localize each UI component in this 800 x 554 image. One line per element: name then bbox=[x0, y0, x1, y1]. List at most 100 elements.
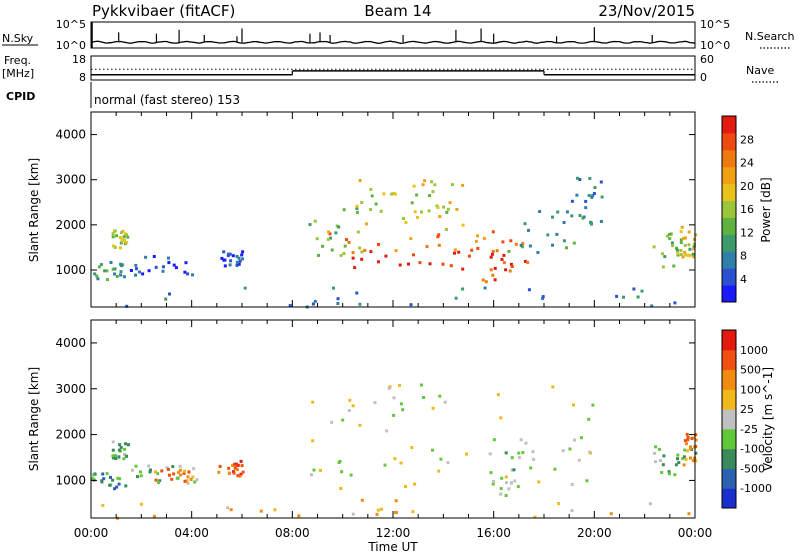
scatter-cell bbox=[510, 456, 514, 460]
scatter-cell bbox=[491, 482, 495, 486]
scatter-cell bbox=[238, 259, 242, 263]
scatter-cell bbox=[114, 457, 118, 461]
scatter-cell bbox=[665, 234, 669, 238]
scatter-cell bbox=[311, 302, 315, 306]
colorbar-segment bbox=[722, 389, 736, 410]
scatter-cell bbox=[527, 228, 530, 232]
scatter-cell bbox=[495, 249, 499, 253]
scatter-cell bbox=[509, 262, 513, 266]
scatter-cell bbox=[369, 187, 373, 191]
scatter-cell bbox=[691, 459, 695, 463]
scatter-cell bbox=[117, 482, 121, 486]
scatter-cell bbox=[394, 499, 398, 503]
scatter-cell bbox=[351, 404, 355, 408]
scatter-cell bbox=[330, 248, 334, 252]
scatter-cell bbox=[582, 215, 586, 219]
scatter-cell bbox=[377, 243, 380, 246]
scatter-cell bbox=[152, 514, 156, 518]
scatter-cell bbox=[336, 302, 340, 305]
scatter-cell bbox=[157, 481, 160, 484]
scatter-cell bbox=[369, 250, 373, 254]
scatter-cell bbox=[139, 502, 143, 506]
scatter-cell bbox=[119, 270, 123, 274]
scatter-cell bbox=[428, 194, 431, 198]
scatter-cell bbox=[685, 253, 689, 257]
scatter-cell bbox=[413, 482, 417, 486]
cpid-panel: CPID normal (fast stereo) 153 bbox=[6, 82, 240, 108]
colorbar-segment bbox=[722, 369, 736, 390]
scatter-cell bbox=[308, 223, 312, 227]
scatter-cell bbox=[379, 507, 383, 511]
scatter-cell bbox=[533, 515, 537, 519]
scatter-cell bbox=[168, 292, 171, 296]
noise-left-tick-bottom: 10^0 bbox=[56, 39, 86, 52]
scatter-cell bbox=[394, 249, 398, 253]
scatter-cell bbox=[236, 468, 239, 472]
scatter-cell bbox=[551, 243, 554, 247]
scatter-cell bbox=[536, 251, 540, 254]
cpid-program: normal (fast stereo) 153 bbox=[94, 93, 240, 107]
scatter-cell bbox=[670, 241, 674, 245]
scatter-cell bbox=[238, 474, 242, 478]
colorbar-tick-label: -1000 bbox=[740, 482, 772, 495]
frequency-panel-frame bbox=[90, 55, 696, 81]
scatter-cell bbox=[524, 441, 528, 445]
colorbar-segment bbox=[722, 285, 736, 303]
scatter-cell bbox=[565, 210, 569, 214]
scatter-cell bbox=[660, 252, 664, 256]
scatter-cell bbox=[108, 483, 112, 487]
scatter-cell bbox=[553, 467, 557, 471]
scatter-cell bbox=[237, 256, 241, 260]
scatter-cell bbox=[404, 220, 408, 224]
scatter-cell bbox=[689, 456, 692, 460]
noise-trace bbox=[90, 22, 696, 48]
scatter-cell bbox=[672, 264, 676, 268]
scatter-cell bbox=[481, 278, 485, 282]
power-panel-frame bbox=[90, 111, 696, 308]
scatter-cell bbox=[679, 238, 683, 242]
scatter-cell bbox=[351, 251, 355, 255]
scatter-cell bbox=[167, 256, 170, 260]
scatter-cell bbox=[431, 190, 435, 194]
scatter-cell bbox=[682, 455, 686, 459]
scatter-cell bbox=[122, 235, 126, 239]
scatter-cell bbox=[591, 403, 595, 407]
scatter-cell bbox=[674, 463, 678, 467]
scatter-cell bbox=[390, 192, 394, 196]
scatter-cell bbox=[217, 470, 221, 474]
scatter-cell bbox=[584, 206, 588, 210]
scatter-cell bbox=[451, 183, 454, 187]
scatter-cell bbox=[538, 210, 542, 213]
scatter-cell bbox=[313, 219, 317, 223]
scatter-cell bbox=[465, 452, 468, 456]
scatter-cell bbox=[683, 448, 687, 452]
y-tick-label: 3000 bbox=[55, 382, 86, 396]
scatter-cell bbox=[392, 413, 396, 417]
scatter-cell bbox=[578, 214, 582, 217]
scatter-cell bbox=[118, 236, 122, 239]
scatter-cell bbox=[686, 436, 690, 439]
scatter-cell bbox=[168, 473, 171, 477]
scatter-cell bbox=[358, 302, 362, 306]
scatter-cell bbox=[519, 243, 523, 247]
scatter-cell bbox=[379, 209, 383, 213]
scatter-cell bbox=[412, 253, 415, 257]
colorbar-tick-label: 24 bbox=[740, 157, 754, 170]
scatter-cell bbox=[689, 445, 692, 449]
time-tick-label: 00:00 bbox=[74, 526, 109, 540]
scatter-cell bbox=[111, 478, 115, 482]
scatter-cell bbox=[570, 509, 574, 513]
scatter-cell bbox=[226, 254, 230, 258]
scatter-cell bbox=[590, 195, 594, 199]
scatter-cell bbox=[236, 463, 240, 467]
scatter-cell bbox=[570, 483, 574, 486]
scatter-cell bbox=[149, 468, 152, 472]
scatter-cell bbox=[134, 464, 138, 468]
colorbar-tick-label: 25 bbox=[740, 403, 754, 416]
scatter-cell bbox=[158, 479, 162, 483]
scatter-cell bbox=[399, 402, 403, 406]
scatter-cell bbox=[348, 398, 352, 402]
scatter-cell bbox=[455, 207, 459, 211]
scatter-cell bbox=[636, 295, 640, 299]
scatter-cell bbox=[376, 508, 380, 512]
